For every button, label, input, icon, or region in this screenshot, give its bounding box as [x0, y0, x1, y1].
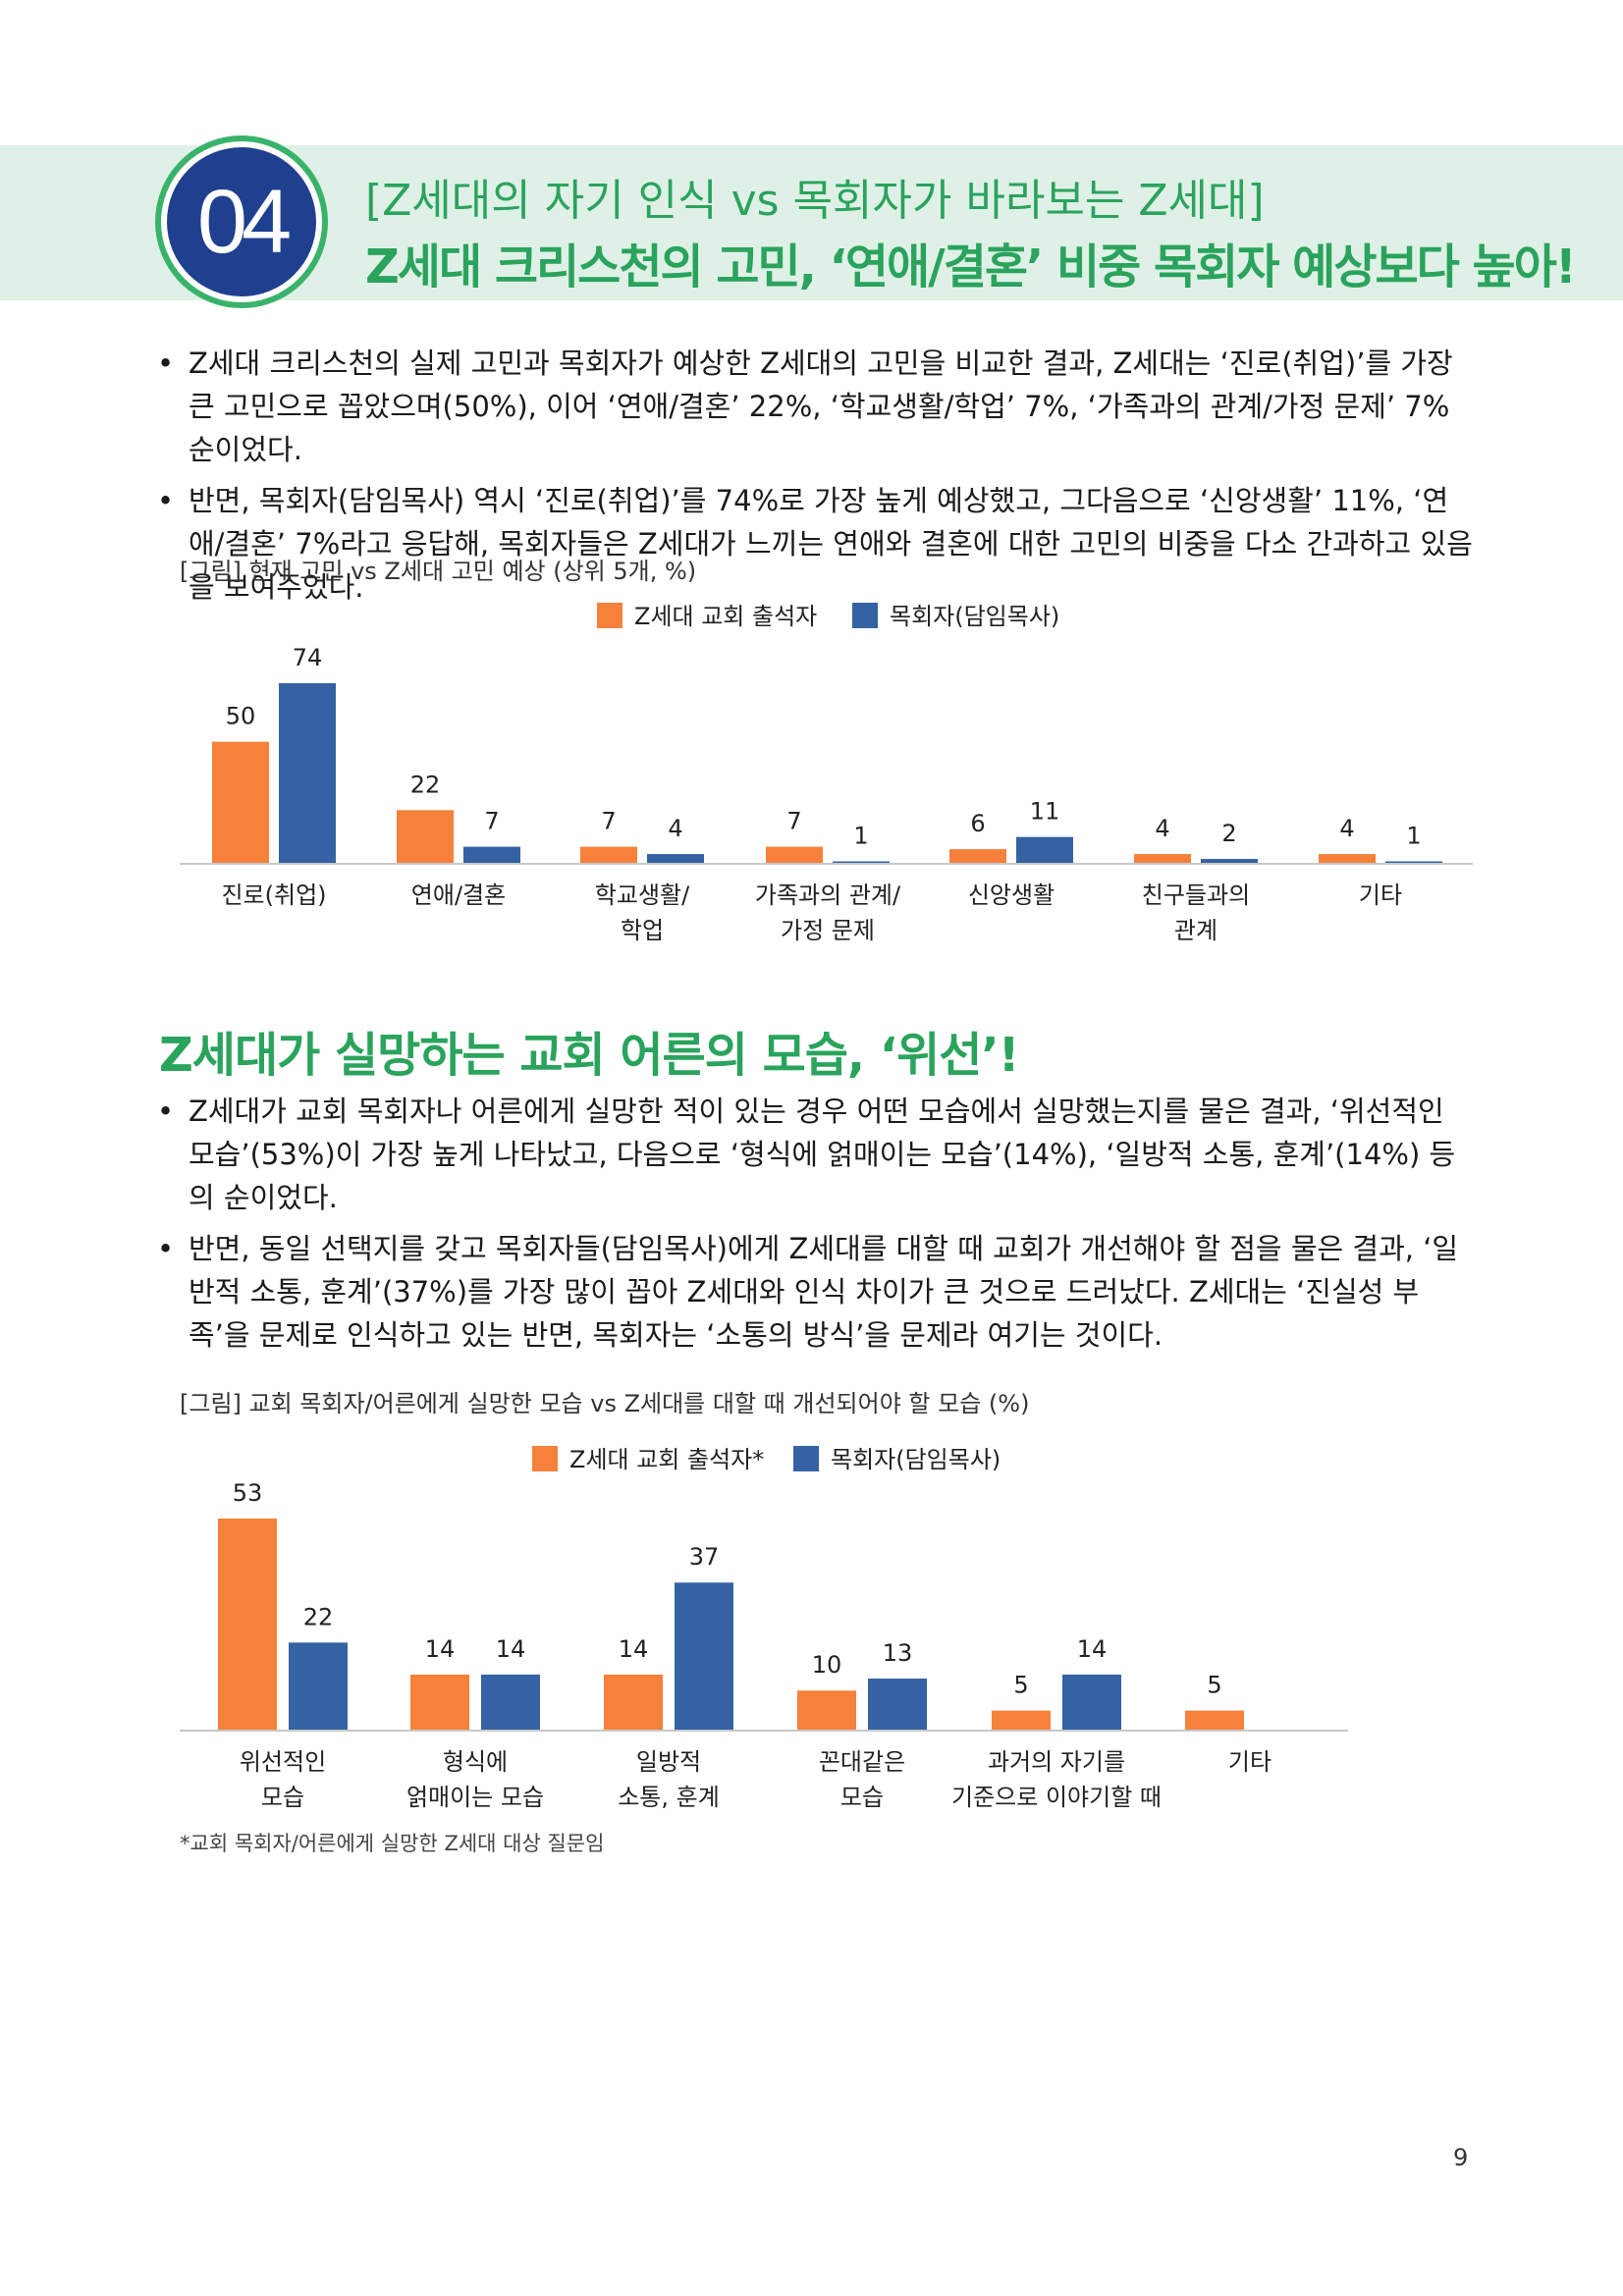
- data-label: 22: [410, 771, 441, 798]
- data-label: 1: [853, 823, 868, 850]
- chart2-caption: [그림] 교회 목회자/어른에게 실망한 모습 vs Z세대를 대할 때 개선되…: [180, 1390, 1030, 1417]
- bar: [992, 1710, 1051, 1731]
- bar: [1016, 836, 1073, 864]
- bar: [766, 846, 823, 864]
- category-label: 연애/결혼: [411, 881, 506, 909]
- data-label: 14: [496, 1635, 526, 1663]
- category-label: 과거의 자기를: [988, 1748, 1125, 1776]
- bar: [463, 846, 520, 864]
- category-label: 기준으로 이야기할 때: [951, 1784, 1162, 1811]
- data-label: 37: [689, 1543, 720, 1571]
- section-number-badge: 04: [167, 147, 316, 296]
- bar: [410, 1674, 469, 1731]
- bullet-item: Z세대가 교회 목회자나 어른에게 실망한 적이 있는 경우 어떤 모습에서 실…: [157, 1090, 1473, 1219]
- bar: [1134, 854, 1191, 864]
- category-label: 위선적인: [240, 1748, 326, 1776]
- category-label: 꼰대같은: [819, 1748, 905, 1776]
- bullet-item: 반면, 목회자(담임목사) 역시 ‘진로(취업)’를 74%로 가장 높게 예상…: [157, 479, 1473, 609]
- bar: [797, 1690, 856, 1731]
- data-label: 74: [293, 644, 323, 671]
- data-label: 5: [1013, 1672, 1028, 1699]
- bar: [868, 1679, 927, 1731]
- category-label: 형식에: [443, 1748, 508, 1776]
- category-label: 얽매이는 모습: [406, 1784, 544, 1811]
- bar: [1319, 854, 1376, 864]
- category-label: 신앙생활: [968, 881, 1055, 909]
- legend-swatch: [532, 1446, 558, 1471]
- data-label: 10: [812, 1651, 842, 1679]
- bar: [212, 741, 269, 864]
- data-label: 5: [1207, 1672, 1221, 1699]
- bar: [1385, 861, 1442, 864]
- bar: [1062, 1674, 1121, 1731]
- bullet-item: 반면, 동일 선택지를 갖고 목회자들(담임목사)에게 Z세대를 대할 때 교회…: [157, 1227, 1473, 1357]
- bar: [218, 1519, 277, 1731]
- category-label: 진로(취업): [221, 881, 326, 909]
- bar: [949, 849, 1006, 864]
- data-label: 1: [1406, 823, 1421, 850]
- category-label: 모습: [261, 1784, 304, 1811]
- header-subtitle: [Z세대의 자기 인식 vs 목회자가 바라보는 Z세대]: [365, 176, 1265, 226]
- data-label: 50: [226, 703, 256, 730]
- category-label: 모습: [840, 1784, 884, 1811]
- data-label: 22: [303, 1603, 334, 1630]
- section1-bullets: Z세대 크리스천의 실제 고민과 목회자가 예상한 Z세대의 고민을 비교한 결…: [157, 342, 1473, 616]
- bar: [1185, 1710, 1244, 1731]
- category-label: 친구들과의: [1142, 881, 1250, 909]
- data-label: 13: [883, 1639, 913, 1667]
- bar: [675, 1582, 733, 1731]
- chart2-footnote: *교회 목회자/어른에게 실망한 Z세대 대상 질문임: [180, 1832, 605, 1855]
- legend-swatch: [597, 603, 622, 628]
- bar: [279, 683, 336, 864]
- category-label: 기타: [1359, 881, 1402, 909]
- page-number: 9: [1453, 2144, 1469, 2171]
- legend-label: Z세대 교회 출석자: [634, 603, 817, 630]
- bar: [1201, 859, 1258, 864]
- data-label: 7: [484, 808, 499, 835]
- bar: [604, 1674, 663, 1731]
- data-label: 14: [619, 1635, 649, 1663]
- data-label: 4: [1155, 815, 1169, 842]
- bar: [647, 854, 704, 864]
- legend-swatch: [852, 603, 878, 628]
- chart1-caption: [그림] 현재 고민 vs Z세대 고민 예상 (상위 5개, %): [180, 558, 697, 585]
- bar: [833, 861, 890, 864]
- legend-swatch: [793, 1446, 819, 1471]
- data-label: 4: [668, 815, 682, 842]
- section2-title: Z세대가 실망하는 교회 어른의 모습, ‘위선’!: [159, 1028, 1020, 1083]
- category-label: 학업: [621, 917, 664, 944]
- bullet-item: Z세대 크리스천의 실제 고민과 목회자가 예상한 Z세대의 고민을 비교한 결…: [157, 342, 1473, 471]
- data-label: 11: [1030, 798, 1060, 826]
- data-label: 7: [601, 808, 616, 835]
- category-label: 일방적: [636, 1748, 701, 1776]
- bar: [580, 846, 637, 864]
- data-label: 14: [1077, 1635, 1108, 1663]
- data-label: 4: [1339, 815, 1354, 842]
- data-label: 53: [233, 1479, 263, 1507]
- bar: [481, 1674, 540, 1731]
- category-label: 관계: [1174, 917, 1217, 944]
- header-title: Z세대 크리스천의 고민, ‘연애/결혼’ 비중 목회자 예상보다 높아!: [365, 240, 1577, 294]
- data-label: 2: [1221, 820, 1236, 847]
- data-label: 7: [786, 808, 801, 835]
- legend-label: 목회자(담임목사): [831, 1446, 1001, 1473]
- data-label: 6: [970, 810, 985, 837]
- legend-label: Z세대 교회 출석자*: [569, 1446, 764, 1473]
- category-label: 가족과의 관계/: [755, 881, 901, 909]
- bar: [289, 1642, 348, 1731]
- legend-label: 목회자(담임목사): [890, 603, 1059, 630]
- data-label: 14: [425, 1635, 456, 1663]
- category-label: 소통, 훈계: [618, 1784, 720, 1811]
- category-label: 가정 문제: [781, 917, 875, 944]
- section2-bullets: Z세대가 교회 목회자나 어른에게 실망한 적이 있는 경우 어떤 모습에서 실…: [157, 1090, 1473, 1364]
- category-label: 학교생활/: [595, 881, 690, 909]
- category-label: 기타: [1228, 1748, 1271, 1776]
- bar: [397, 810, 454, 864]
